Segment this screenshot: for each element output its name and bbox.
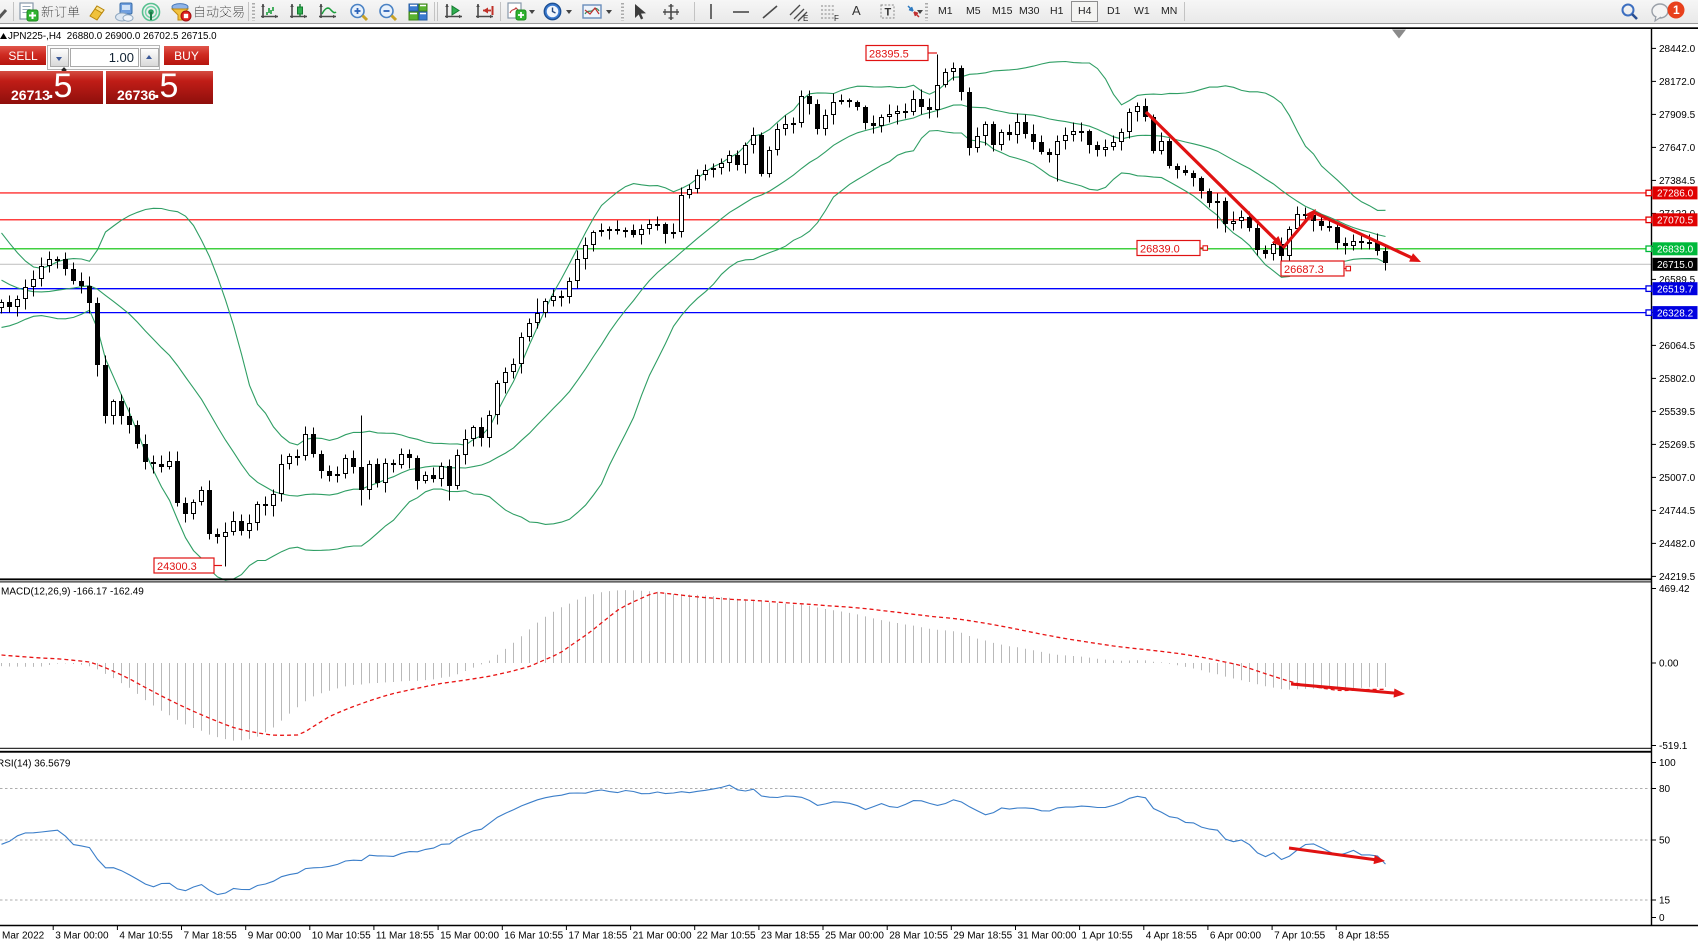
svg-text:4 Apr 18:55: 4 Apr 18:55 [1146, 931, 1198, 942]
svg-text:21 Mar 00:00: 21 Mar 00:00 [633, 931, 692, 942]
svg-text:3 Mar 00:00: 3 Mar 00:00 [55, 931, 109, 942]
svg-text:1 Apr 10:55: 1 Apr 10:55 [1082, 931, 1134, 942]
svg-text:15: 15 [1659, 896, 1671, 907]
svg-text:27070.5: 27070.5 [1657, 216, 1694, 227]
svg-text:F: F [834, 14, 839, 22]
svg-text:0.00: 0.00 [1659, 659, 1679, 670]
svg-text:26589.5: 26589.5 [1659, 275, 1696, 286]
svg-text:26328.2: 26328.2 [1657, 308, 1694, 319]
svg-text:26519.7: 26519.7 [1657, 285, 1694, 296]
svg-text:26839.0: 26839.0 [1140, 244, 1180, 256]
svg-text:1: 1 [1673, 3, 1680, 17]
svg-text:23 Mar 18:55: 23 Mar 18:55 [761, 931, 820, 942]
svg-text:25007.0: 25007.0 [1659, 473, 1696, 484]
svg-text:24219.5: 24219.5 [1659, 572, 1696, 583]
svg-text:8 Apr 18:55: 8 Apr 18:55 [1338, 931, 1390, 942]
svg-text:24300.3: 24300.3 [157, 561, 197, 573]
svg-text:28395.5: 28395.5 [869, 49, 909, 61]
svg-text:25539.5: 25539.5 [1659, 407, 1696, 418]
svg-text:100: 100 [1659, 758, 1676, 769]
svg-text:0: 0 [1659, 913, 1665, 924]
svg-text:28 Mar 10:55: 28 Mar 10:55 [889, 931, 948, 942]
svg-text:E: E [803, 14, 808, 22]
svg-text:25802.0: 25802.0 [1659, 374, 1696, 385]
svg-text:MACD(12,26,9) -166.17 -162.49: MACD(12,26,9) -166.17 -162.49 [1, 587, 144, 598]
svg-text:16 Mar 10:55: 16 Mar 10:55 [504, 931, 563, 942]
svg-text:7 Apr 10:55: 7 Apr 10:55 [1274, 931, 1326, 942]
svg-text:-519.1: -519.1 [1659, 741, 1688, 752]
svg-text:15 Mar 00:00: 15 Mar 00:00 [440, 931, 499, 942]
svg-text:31 Mar 00:00: 31 Mar 00:00 [1018, 931, 1077, 942]
svg-text:22 Mar 10:55: 22 Mar 10:55 [697, 931, 756, 942]
svg-text:27384.5: 27384.5 [1659, 176, 1696, 187]
svg-text:7 Mar 18:55: 7 Mar 18:55 [184, 931, 238, 942]
svg-text:27909.5: 27909.5 [1659, 110, 1696, 121]
svg-text:27286.0: 27286.0 [1657, 189, 1694, 200]
svg-text:RSI(14) 36.5679: RSI(14) 36.5679 [0, 759, 71, 770]
svg-text:80: 80 [1659, 784, 1671, 795]
svg-text:9 Mar 00:00: 9 Mar 00:00 [248, 931, 302, 942]
svg-text:25 Mar 00:00: 25 Mar 00:00 [825, 931, 884, 942]
svg-text:Mar 2022: Mar 2022 [2, 931, 45, 942]
svg-text:10 Mar 10:55: 10 Mar 10:55 [312, 931, 371, 942]
svg-text:26839.0: 26839.0 [1657, 245, 1694, 256]
svg-text:26064.5: 26064.5 [1659, 341, 1696, 352]
svg-text:11 Mar 18:55: 11 Mar 18:55 [376, 931, 435, 942]
svg-text:17 Mar 18:55: 17 Mar 18:55 [568, 931, 627, 942]
svg-text:24482.0: 24482.0 [1659, 539, 1696, 550]
svg-text:29 Mar 18:55: 29 Mar 18:55 [953, 931, 1012, 942]
svg-text:27647.0: 27647.0 [1659, 143, 1696, 154]
svg-text:469.42: 469.42 [1659, 584, 1690, 595]
svg-text:25269.5: 25269.5 [1659, 440, 1696, 451]
svg-text:50: 50 [1659, 836, 1671, 847]
svg-text:T: T [885, 7, 892, 19]
svg-text:28442.0: 28442.0 [1659, 44, 1696, 55]
svg-text:28172.0: 28172.0 [1659, 77, 1696, 88]
svg-text:6 Apr 00:00: 6 Apr 00:00 [1210, 931, 1262, 942]
svg-text:26687.3: 26687.3 [1284, 264, 1324, 276]
svg-text:4 Mar 10:55: 4 Mar 10:55 [119, 931, 173, 942]
svg-text:26715.0: 26715.0 [1657, 260, 1694, 271]
svg-text:24744.5: 24744.5 [1659, 506, 1696, 517]
